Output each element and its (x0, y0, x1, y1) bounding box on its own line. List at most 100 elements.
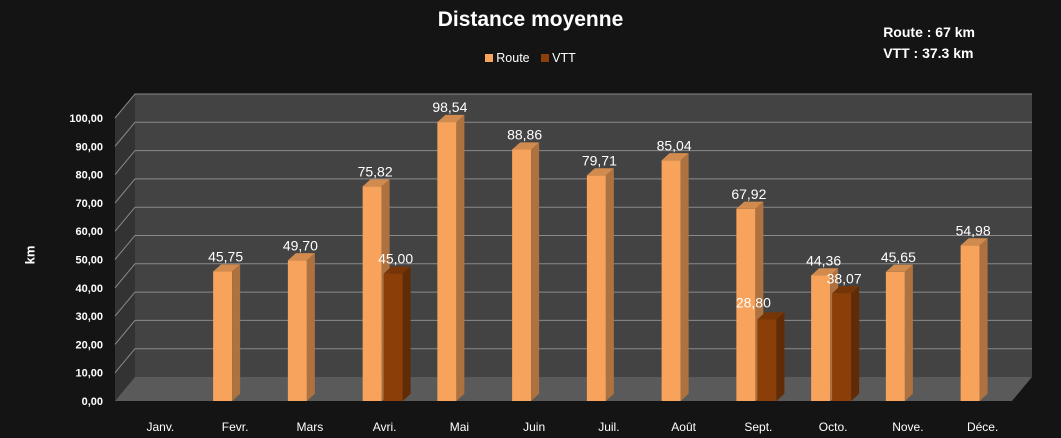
data-label: 75,82 (358, 163, 393, 179)
gridline (114, 178, 1032, 204)
gridline (114, 121, 1032, 147)
x-tick-label: Sept. (744, 420, 772, 434)
bar-route (213, 271, 233, 401)
legend-item-route: Route (485, 51, 530, 65)
bar-top-route (736, 201, 764, 209)
bar-side-route (904, 264, 913, 401)
data-label: 45,00 (378, 251, 413, 267)
data-label: 45,75 (208, 249, 243, 265)
bar-top-route (213, 264, 241, 272)
bar-side-vtt (402, 266, 411, 401)
bar-top-route (661, 153, 689, 161)
bar-route (661, 160, 681, 401)
y-tick-label: 40,00 (75, 283, 103, 295)
bar-side-route (232, 264, 241, 401)
route-summary: Route : 67 km (883, 22, 975, 43)
bar-top-vtt (832, 286, 860, 294)
x-tick-label: Nove. (892, 420, 923, 434)
data-label: 44,36 (806, 252, 841, 268)
data-label: 38,07 (827, 270, 862, 286)
x-tick-label: Juil. (598, 420, 619, 434)
data-label: 45,65 (881, 249, 916, 265)
bar-top-route (960, 238, 988, 246)
x-tick-label: Fevr. (222, 420, 249, 434)
y-tick-label: 0,00 (82, 396, 103, 408)
bar-top-route (586, 168, 614, 176)
y-tick-label: 80,00 (75, 170, 103, 182)
bar-top-vtt (757, 312, 785, 320)
bar-side-route (456, 114, 465, 402)
bar-side-route (680, 153, 689, 401)
chart-title: Distance moyenne (437, 8, 624, 31)
data-label: 88,86 (507, 127, 542, 143)
legend-item-vtt: VTT (541, 51, 576, 65)
y-tick-label: 60,00 (75, 226, 103, 238)
bar-vtt (383, 273, 403, 401)
legend-swatch-route (485, 54, 494, 62)
bar-top-route (437, 114, 465, 123)
data-label: 67,92 (731, 186, 766, 202)
bar-top-route (885, 264, 913, 272)
bar-route (811, 275, 831, 401)
data-label: 85,04 (657, 137, 692, 153)
bar-side-route (531, 142, 540, 401)
bar-top-vtt (383, 266, 411, 274)
x-tick-label: Août (671, 420, 696, 434)
gridline (114, 150, 1032, 175)
bar-side-route (605, 168, 614, 401)
bar-route (512, 149, 532, 401)
route-summary-label: Route : (883, 24, 932, 40)
gridline (114, 348, 1032, 374)
y-tick-label: 20,00 (75, 339, 103, 351)
gridline (114, 291, 1032, 317)
y-tick-label: 70,00 (75, 198, 103, 210)
bar-route (586, 175, 606, 401)
gridline (114, 93, 1032, 119)
bar-route (885, 271, 905, 401)
gridline (114, 235, 1032, 260)
bar-side-route (979, 238, 988, 401)
x-tick-label: Déce. (967, 420, 998, 434)
bar-vtt (757, 319, 777, 401)
bar-route (287, 260, 307, 401)
data-label: 79,71 (582, 152, 617, 168)
vtt-summary-label: VTT : (883, 45, 919, 61)
legend-label-vtt: VTT (552, 51, 576, 65)
y-tick-label: 100,00 (69, 113, 103, 125)
bar-vtt (832, 293, 852, 401)
bar-top-route (362, 179, 390, 187)
x-tick-label: Juin (523, 420, 545, 434)
y-tick-label: 90,00 (75, 141, 103, 153)
data-label: 54,98 (956, 222, 991, 238)
data-label: 28,80 (736, 294, 771, 310)
bar-top-route (811, 268, 839, 276)
bar-side-vtt (851, 286, 860, 401)
x-tick-label: Mai (450, 420, 469, 434)
legend-swatch-vtt (541, 54, 550, 62)
data-label: 98,54 (432, 99, 467, 115)
x-tick-label: Avri. (373, 420, 397, 434)
y-tick-label: 10,00 (75, 368, 103, 380)
bar-side-route (306, 253, 315, 401)
bar-route (362, 186, 382, 401)
x-tick-label: Octo. (819, 420, 848, 434)
x-tick-label: Janv. (146, 420, 174, 434)
route-summary-value: 67 km (935, 24, 975, 40)
bar-side-vtt (776, 312, 785, 401)
bar-top-route (287, 253, 315, 261)
legend-label-route: Route (496, 51, 530, 65)
gridline (114, 319, 1032, 345)
gridline (114, 263, 1032, 289)
bar-route (736, 208, 756, 401)
y-tick-label: 30,00 (75, 311, 103, 323)
vtt-summary-value: 37.3 km (922, 45, 974, 61)
bar-route (437, 122, 457, 401)
bar-route (960, 245, 980, 401)
vtt-summary: VTT : 37.3 km (883, 43, 975, 64)
distance-summary: Route : 67 km VTT : 37.3 km (883, 22, 975, 64)
y-tick-label: 50,00 (75, 255, 103, 267)
legend: Route VTT (0, 51, 1061, 65)
data-label: 49,70 (283, 237, 318, 253)
